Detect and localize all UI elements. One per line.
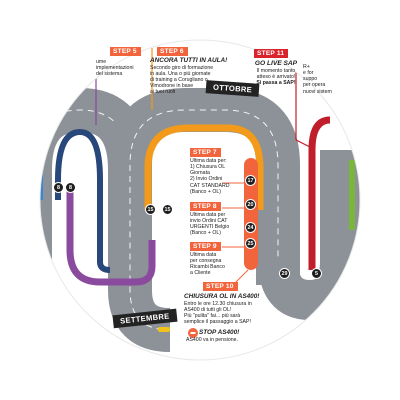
step10-line: semplice il passaggio a SAP!: [184, 318, 251, 325]
step7-line: Ultima data per:: [190, 158, 227, 164]
step5-tag: STEP 5: [110, 47, 141, 56]
step7-line: 2) Invio Ordini: [190, 176, 223, 183]
step5-text: ume implementazioni del sistema: [96, 59, 156, 77]
step11-line: Si passa a SAP!: [256, 80, 296, 87]
step11-text: GO LIVE SAP Il momento tanto atteso è ar…: [250, 60, 302, 86]
step10-heading: CHIUSURA OL IN AS400!: [184, 293, 260, 300]
step9-text: Ultima data per consegna Ricambi Banco a…: [190, 252, 246, 277]
step8-text: Ultima data per invio Ordini CAT URGENTI…: [190, 212, 246, 237]
day-badge: 5: [311, 268, 322, 279]
right-edge-line: suppo: [303, 76, 318, 83]
day-badge: 15: [145, 204, 156, 215]
day-badge: 20: [245, 199, 256, 210]
step10-line: Entro le ore 12.30 chiusura in: [184, 300, 252, 307]
step6-line: di training a Corugliano o: [150, 76, 208, 83]
step10-line: AS400 di tutti gli OL!: [184, 306, 232, 313]
step10-line: Più "pulita" fai... più sarà: [184, 312, 241, 319]
step7-line: 1) Chiusura OL: [190, 164, 226, 171]
step5-line: del sistema: [96, 71, 123, 78]
day-badge: 29: [279, 268, 290, 279]
step6-line: Secondo giro di formazione: [150, 64, 214, 71]
day-badge: 24: [245, 222, 256, 233]
day-badge: 8: [53, 182, 64, 193]
red-lane: [308, 116, 331, 270]
step9-line: Ricambi Banco: [190, 264, 225, 271]
step7-line: Giornata: [190, 170, 210, 177]
step8-line: Ultima data per: [190, 212, 226, 218]
right-edge-line: nuovi sistem: [303, 88, 332, 95]
step8-line: (Banco + OL): [190, 230, 221, 237]
car-icon: [158, 327, 170, 332]
step9-line: a Cliente: [190, 270, 211, 277]
step9-line: Ultima data: [190, 252, 217, 258]
step6-text: ANCORA TUTTI IN AULA! Secondo giro di fo…: [150, 57, 240, 95]
blue-lane: [55, 128, 111, 273]
step9-tag: STEP 9: [190, 242, 221, 251]
step11-heading: GO LIVE SAP: [254, 60, 298, 67]
step6-heading: ANCORA TUTTI IN AULA!: [150, 57, 228, 64]
step5-line: ume: [96, 59, 107, 65]
step7-line: (Banco + OL): [190, 188, 221, 195]
step9-line: per consegna: [190, 258, 222, 265]
step6-line: ai tuoi ruoli: [150, 89, 176, 96]
step11-tag: STEP 11: [254, 49, 289, 58]
day-badge: 8: [65, 182, 76, 193]
step7-tag: STEP 7: [190, 148, 221, 157]
day-badge: 17: [245, 175, 256, 186]
step10-text: CHIUSURA OL IN AS400! Entro le ore 12.30…: [184, 293, 280, 325]
right-edge-line: R+: [303, 64, 310, 70]
day-badge: 25: [245, 238, 256, 249]
step6-tag: STEP 6: [157, 47, 188, 56]
orange-lane: [144, 124, 264, 210]
step11-line: Il momento tanto: [256, 67, 296, 74]
step11-line: atteso è arrivato!: [256, 73, 296, 80]
step7-text: Ultima data per: 1) Chiusura OL Giornata…: [190, 158, 246, 195]
right-track-road: [258, 150, 360, 321]
step7-line: CAT STANDARD: [190, 182, 230, 189]
right-edge-text: R+ e for suppo per opera nuovi sistem: [303, 64, 355, 95]
step8-tag: STEP 8: [190, 202, 221, 211]
purple-lane: [66, 190, 156, 286]
right-edge-line: per opera: [303, 82, 326, 89]
step6-line: Vimodrone in base: [150, 82, 194, 89]
step8-line: URGENTI Belgio: [190, 224, 230, 231]
step5-line: implementazioni: [96, 65, 134, 72]
right-edge-line: e for: [303, 70, 314, 77]
day-badge: 15: [162, 204, 173, 215]
step10-tag: STEP 10: [203, 282, 238, 291]
step6-line: in aula. Una o più giornate: [150, 70, 211, 77]
step8-line: invio Ordini CAT: [190, 218, 228, 225]
stop-text: STOP AS400! AS400 va in pensione.: [186, 329, 266, 343]
stop-line: AS400 va in pensione.: [186, 336, 238, 343]
stop-heading: STOP AS400!: [199, 329, 240, 336]
